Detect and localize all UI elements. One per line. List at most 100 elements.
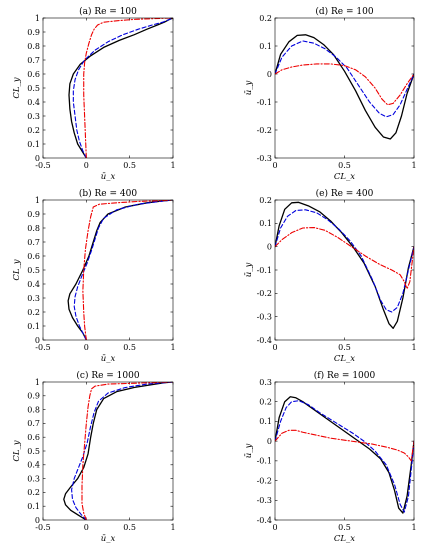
x-axis-label: ū_x (101, 172, 116, 182)
series-line-0 (275, 34, 414, 140)
chart-panel-2: (b) Re = 400-0.5 0 0.5 100.10.20.30.40.50.6… (12, 188, 176, 364)
y-tick-label: 0.2 (27, 126, 40, 135)
y-tick-label: 0.4 (27, 98, 40, 107)
y-tick-label: -0.3 (257, 312, 272, 321)
y-tick-label: -0.3 (257, 496, 272, 505)
y-tick-label: 0.2 (259, 14, 272, 23)
y-axis-label: ū_y (244, 81, 254, 96)
y-tick-label: 0 (267, 242, 272, 251)
y-tick-label: 0.7 (27, 238, 40, 247)
x-tick-label: 0.5 (123, 343, 136, 352)
series-line-1 (71, 382, 173, 520)
y-tick-label: 0.4 (27, 280, 40, 289)
chart-panel-4: (c) Re = 1000-0.5 0 0.5 100.10.20.30.40.50.… (12, 370, 176, 544)
x-tick-label: 0.5 (338, 161, 351, 170)
plot-frame (274, 199, 415, 341)
series-line-2 (275, 429, 414, 462)
y-tick-label: 0.6 (27, 70, 40, 79)
y-tick-label: 0.1 (259, 219, 272, 228)
y-tick-label: -0.2 (257, 289, 272, 298)
x-tick-label: 1 (170, 523, 175, 532)
x-tick-label: 0.5 (123, 161, 136, 170)
y-tick-label: 0.2 (27, 308, 40, 317)
chart-title: (a) Re = 100 (79, 6, 137, 17)
chart-title: (b) Re = 400 (79, 188, 137, 199)
y-tick-label: 0 (267, 70, 272, 79)
x-tick-label: 1 (170, 161, 175, 170)
y-tick-label: 0.8 (27, 224, 40, 233)
y-tick-label: 0.3 (259, 378, 272, 387)
y-tick-label: 0.1 (259, 42, 272, 51)
chart-title: (e) Re = 400 (316, 188, 374, 199)
y-tick-label: 0 (35, 336, 40, 345)
y-tick-label: 0.2 (259, 196, 272, 205)
x-tick-label: -0.5 (35, 343, 50, 352)
x-tick-label: 0.5 (338, 523, 351, 532)
series-line-0 (63, 382, 173, 520)
y-tick-label: 0.2 (259, 398, 272, 407)
y-tick-label: 0.4 (27, 461, 40, 470)
chart-title: (f) Re = 1000 (314, 370, 376, 381)
chart-panel-0: (a) Re = 100-0.5 0 0.5 100.10.20.30.40.50.6… (12, 6, 176, 182)
chart-title: (c) Re = 1000 (76, 370, 139, 381)
x-tick-label: 0 (84, 343, 89, 352)
y-tick-label: 1 (35, 378, 40, 387)
plot-frame (42, 199, 174, 341)
x-axis-label: ū_x (101, 534, 116, 544)
x-axis-label: CL_x (334, 354, 355, 364)
y-tick-label: 0.7 (27, 56, 40, 65)
y-tick-label: 0.1 (259, 417, 272, 426)
y-tick-label: 0.5 (27, 447, 40, 456)
x-tick-label: 1 (411, 343, 416, 352)
x-axis-label: CL_x (334, 172, 355, 182)
plot-frame (42, 17, 174, 159)
x-tick-label: 0 (84, 161, 89, 170)
y-tick-label: 0.5 (27, 84, 40, 93)
plot-frame (274, 381, 415, 521)
y-tick-label: 0.1 (27, 140, 40, 149)
chart-panel-3: (e) Re = 400 0 0.5 1 -0.4 -0.3 -0.2 -0.1 0 0.1 0.2… (244, 188, 417, 364)
x-tick-label: -0.5 (35, 161, 50, 170)
series-line-2 (82, 200, 173, 340)
y-tick-label: 0.7 (27, 419, 40, 428)
y-tick-label: 0.9 (27, 210, 40, 219)
x-tick-label: 0.5 (338, 343, 351, 352)
plot-frame (42, 381, 174, 521)
y-tick-label: 1 (35, 196, 40, 205)
y-tick-label: 0.9 (27, 392, 40, 401)
y-tick-label: -0.2 (257, 476, 272, 485)
series-line-1 (275, 209, 414, 313)
y-tick-label: 0 (35, 516, 40, 525)
y-tick-label: 0.2 (27, 488, 40, 497)
plot-frame (274, 17, 415, 159)
series-line-1 (72, 18, 173, 158)
y-tick-label: -0.3 (257, 154, 272, 163)
x-axis-label: ū_x (101, 354, 116, 364)
series-line-1 (275, 40, 414, 118)
series-line-2 (275, 226, 414, 290)
y-axis-label: ū_y (244, 444, 254, 459)
y-axis-label: CL_y (12, 259, 22, 280)
y-tick-label: -0.1 (257, 98, 272, 107)
y-tick-label: -0.2 (257, 126, 272, 135)
y-tick-label: 0.3 (27, 112, 40, 121)
y-tick-label: 0 (267, 437, 272, 446)
y-tick-label: -0.4 (257, 516, 272, 525)
x-tick-label: 1 (170, 343, 175, 352)
x-tick-label: 1 (411, 523, 416, 532)
series-line-2 (275, 63, 414, 106)
chart-title: (d) Re = 100 (315, 6, 373, 17)
series-line-0 (68, 18, 173, 158)
series-line-0 (275, 201, 414, 329)
y-tick-label: 0.1 (27, 322, 40, 331)
y-axis-label: CL_y (12, 440, 22, 461)
y-tick-label: 0.5 (27, 266, 40, 275)
x-tick-label: 0.5 (123, 523, 136, 532)
x-tick-label: 0 (272, 523, 277, 532)
series-line-1 (275, 400, 414, 513)
y-tick-label: 0.6 (27, 433, 40, 442)
x-tick-label: -0.5 (35, 523, 50, 532)
y-axis-label: ū_y (244, 263, 254, 278)
y-tick-label: -0.4 (257, 336, 272, 345)
